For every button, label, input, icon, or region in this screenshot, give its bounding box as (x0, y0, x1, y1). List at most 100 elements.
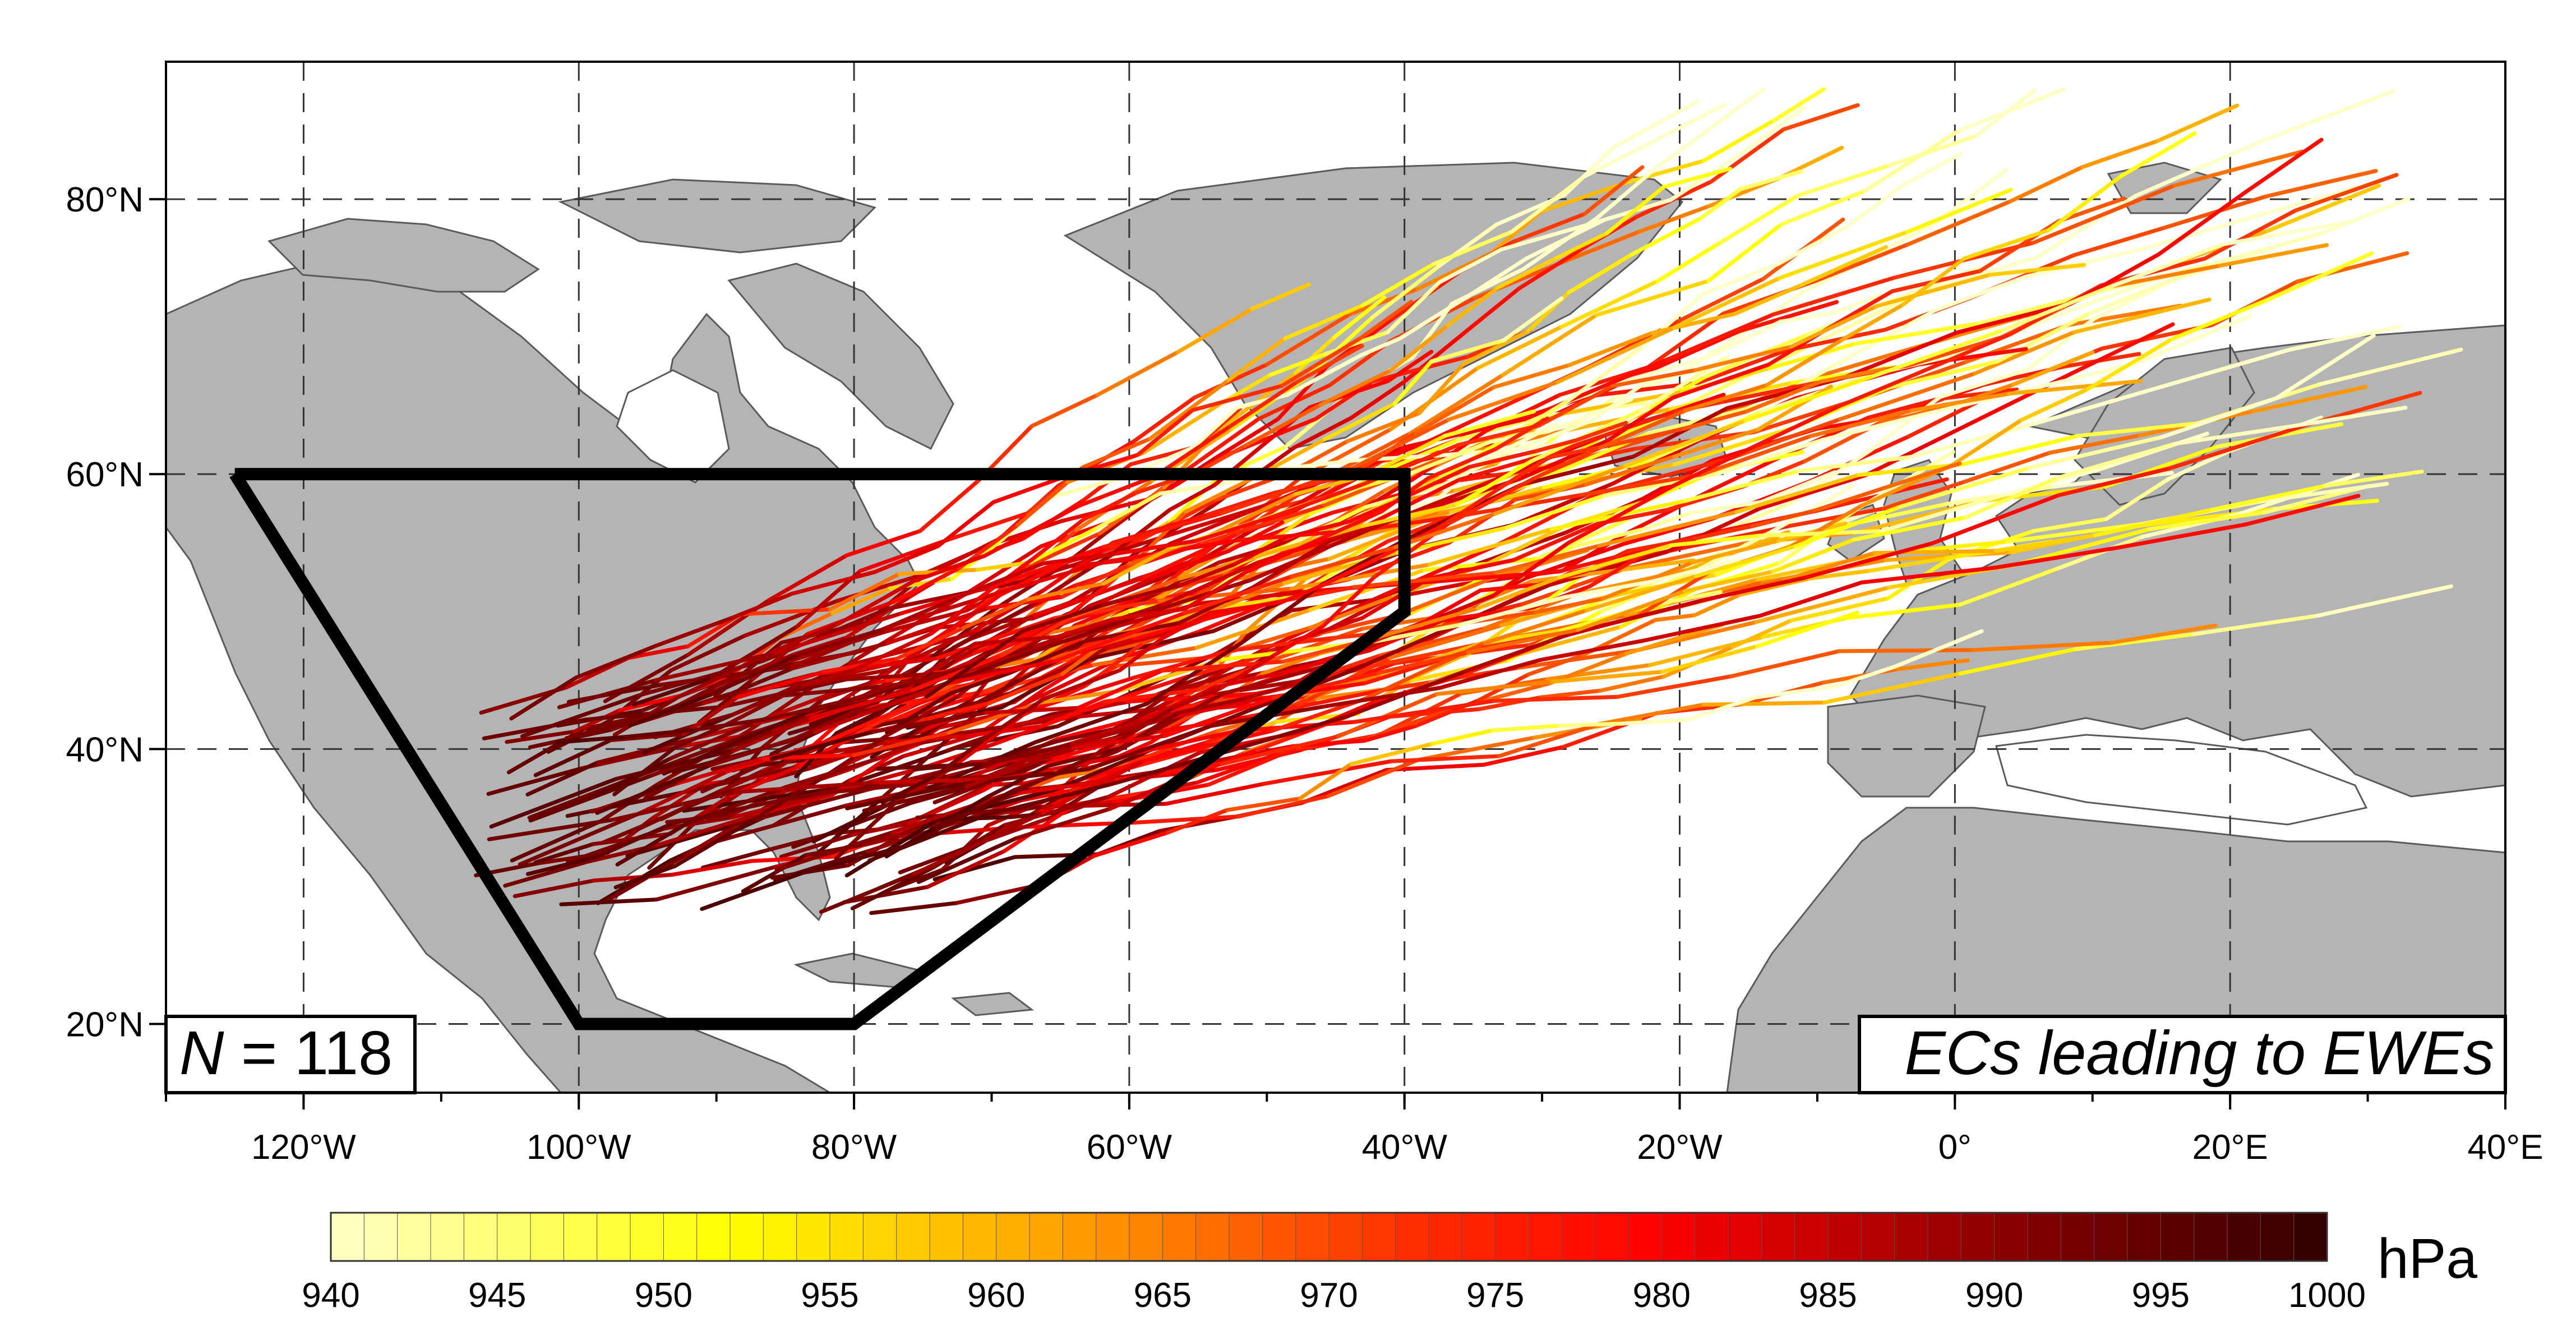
colorbar-cell (1761, 1212, 1795, 1262)
track-segment (1268, 627, 1365, 663)
track-segment (1144, 641, 1244, 706)
colorbar-cell (1595, 1212, 1629, 1262)
track-segment (1243, 403, 1323, 448)
track-segment (1755, 610, 1859, 648)
track-segment (1673, 327, 1752, 379)
track-segment (654, 865, 777, 902)
track-segment (1675, 346, 1806, 411)
track-segment (1710, 453, 1785, 492)
track-segment (1456, 423, 1541, 447)
track-segment (1446, 380, 1559, 422)
track-segment (1725, 376, 1844, 411)
track-segment (948, 671, 1012, 696)
track-segment (1501, 313, 1598, 378)
track-segment (537, 850, 610, 866)
track-segment (1393, 512, 1497, 550)
track-segment (1526, 653, 1585, 676)
track-segment (1802, 292, 1917, 351)
track-segment (1020, 603, 1105, 633)
track-segment (1672, 444, 1756, 487)
track-segment (1779, 188, 1867, 227)
track-segment (1370, 355, 1470, 384)
track-segment (1478, 582, 1540, 593)
track-segment (2274, 333, 2376, 400)
track-segment (1393, 577, 1493, 618)
track-segment (1892, 629, 1984, 669)
track-segment (1909, 421, 2039, 459)
track-segment (1495, 256, 1558, 290)
track-segment (910, 653, 1004, 693)
colorbar-tick-label: 965 (1134, 1276, 1192, 1315)
track-segment (1562, 229, 1642, 264)
colorbar-cell (2293, 1212, 2328, 1262)
track-segment (1522, 358, 1668, 421)
colorbar-tick-label: 975 (1466, 1276, 1524, 1315)
track-segment (1795, 163, 1892, 198)
track-segment (700, 871, 806, 912)
track-segment (1332, 295, 1387, 340)
colorbar-cell (1628, 1212, 1663, 1262)
track-segment (1400, 417, 1527, 450)
track-segment (1076, 669, 1164, 710)
track-segment (2179, 347, 2292, 383)
track-segment (1442, 569, 1561, 583)
colorbar-cells (330, 1212, 2328, 1262)
track-segment (961, 597, 1030, 630)
colorbar-tick-label: 945 (468, 1276, 526, 1315)
colorbar-cell (730, 1212, 764, 1262)
track-segment (875, 762, 986, 771)
track-segment (964, 745, 1075, 789)
colorbar-cell (1428, 1212, 1463, 1262)
track-segment (1750, 509, 1816, 528)
track-segment (919, 542, 992, 577)
track-segment (1052, 611, 1187, 664)
track-segment (1351, 699, 1497, 724)
track-segment (1363, 606, 1480, 643)
track-segment (845, 782, 962, 811)
track-segment (2074, 632, 2196, 651)
track-segment (1031, 613, 1143, 654)
track-segment (1597, 510, 1738, 548)
track-segment (1295, 344, 1364, 384)
track-segment (1863, 128, 1961, 193)
track-segment (1837, 648, 1975, 653)
track-segment (880, 595, 960, 632)
lon-tick-label: 20°W (1637, 1128, 1723, 1167)
track-segment (1866, 397, 1940, 420)
colorbar-cell (2160, 1212, 2195, 1262)
track-segment (1594, 279, 1711, 317)
track-segment (925, 849, 1007, 889)
track-segment (1360, 262, 1436, 308)
track-segment (1655, 242, 1720, 284)
colorbar-cell (1461, 1212, 1496, 1262)
title-box-label: ECs leading to EWEs (1904, 1019, 2494, 1088)
track-segment (1779, 311, 1836, 324)
colorbar-cell (663, 1212, 698, 1262)
track-segment (852, 632, 934, 672)
track-segment (850, 865, 936, 910)
track-segment (1696, 348, 1788, 385)
track-segment (1111, 607, 1187, 622)
track-segment (1799, 245, 1888, 287)
track-segment (1585, 198, 1673, 227)
track-segment (975, 560, 1032, 572)
track-segment (2218, 243, 2329, 268)
track-segment (945, 659, 1057, 685)
track-segment (673, 723, 727, 750)
track-segment (872, 544, 940, 574)
track-segment (1820, 413, 1924, 442)
track-segment (1724, 87, 1766, 119)
track-segment (1183, 570, 1248, 611)
track-segment (991, 477, 1060, 504)
track-segment (779, 832, 855, 859)
track-segment (1618, 587, 1698, 629)
track-segment (984, 706, 1081, 715)
track-segment (1624, 159, 1706, 185)
track-segment (1235, 393, 1289, 409)
track-segment (1076, 475, 1156, 508)
colorbar-cell (2060, 1212, 2095, 1262)
track-segment (1606, 395, 1675, 443)
track-segment (1000, 615, 1075, 657)
track-segment (2048, 433, 2141, 455)
track-segment (1497, 722, 1601, 758)
